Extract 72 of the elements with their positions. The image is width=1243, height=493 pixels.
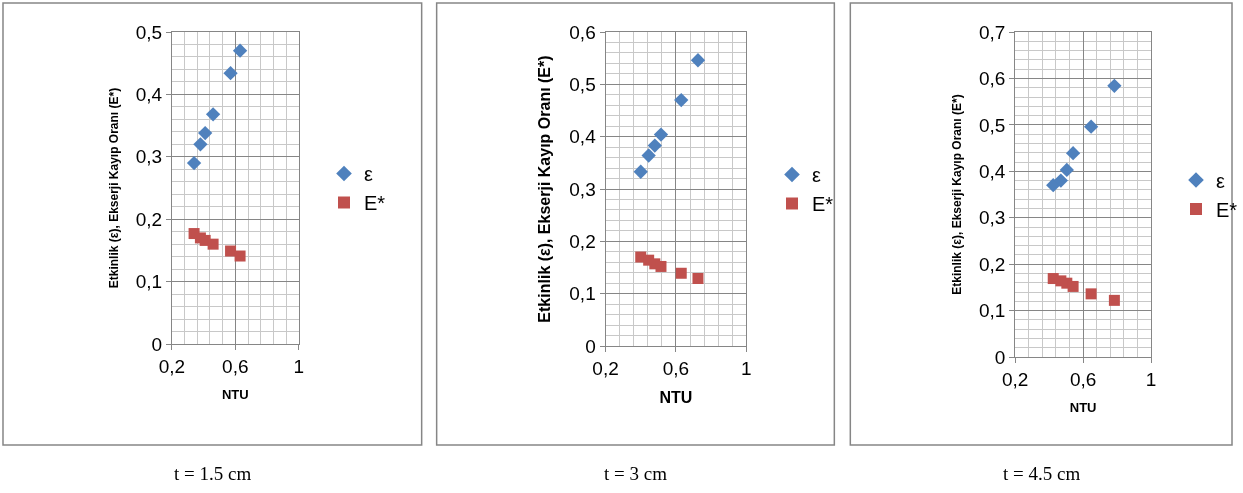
x-axis-title: NTU — [659, 389, 693, 407]
point — [653, 127, 669, 142]
text: t = 3 cm — [604, 463, 668, 484]
x-tick-label: 0,2 — [592, 357, 619, 379]
point — [633, 164, 648, 179]
y-tick-label: 0,6 — [978, 68, 1006, 90]
y-tick-label: 0,1 — [135, 271, 163, 293]
point — [232, 43, 248, 58]
point — [1059, 162, 1074, 178]
point — [225, 245, 237, 257]
x-axis-title: NTU — [1069, 400, 1097, 416]
point — [234, 250, 246, 262]
y-tick-label: 0,4 — [978, 160, 1006, 182]
y-tick-label: 0,2 — [569, 230, 596, 252]
point — [207, 238, 219, 250]
point — [641, 148, 656, 163]
legend-label: E* — [1216, 198, 1238, 221]
point — [647, 138, 662, 153]
x-tick-label: 0,6 — [222, 355, 249, 377]
y-tick-label: 0,3 — [135, 146, 163, 168]
point — [1053, 173, 1069, 188]
y-tick-label: 0,1 — [569, 283, 596, 305]
point — [675, 267, 687, 279]
y-tick-label: 0,2 — [135, 208, 163, 230]
text: t = 4.5 cm — [1003, 463, 1081, 484]
x-tick-label: 0,6 — [662, 357, 690, 379]
y-tick-label: 0,7 — [978, 21, 1006, 43]
y-tick-label: 0 — [585, 335, 596, 357]
legend-label: E* — [812, 193, 834, 216]
x-tick-label: 0,2 — [158, 355, 186, 377]
point — [690, 53, 706, 68]
y-tick-label: 0,4 — [569, 126, 597, 148]
point — [198, 125, 213, 141]
point — [193, 137, 208, 152]
y-axis-title: Etkinlik (ε), Ekserji Kayıp Oranı (E*) — [950, 94, 965, 295]
point — [1107, 78, 1122, 94]
y-tick-label: 0,5 — [135, 21, 163, 43]
x-tick-label: 1 — [1145, 368, 1157, 390]
y-tick-label: 0,4 — [135, 84, 163, 106]
point — [655, 260, 667, 272]
legend-label: ε — [812, 164, 821, 187]
point — [186, 155, 202, 171]
point — [1108, 294, 1120, 306]
y-tick-label: 0,5 — [978, 114, 1006, 136]
point — [1046, 178, 1061, 193]
legend-label: ε — [364, 163, 373, 186]
y-tick-label: 0,3 — [569, 178, 596, 200]
point — [205, 107, 221, 122]
point — [1067, 280, 1079, 292]
y-tick-label: 0 — [994, 346, 1006, 368]
y-axis-title: Etkinlik (ε), Ekserji Kayıp Oranı (E*) — [536, 55, 554, 323]
legend-label: ε — [1216, 169, 1225, 192]
y-tick-label: 0,2 — [978, 253, 1006, 275]
point — [1065, 146, 1081, 161]
text: t = 1.5 cm — [174, 463, 252, 484]
point — [223, 66, 238, 81]
point — [1085, 288, 1097, 300]
y-tick-label: 0,5 — [569, 73, 596, 95]
y-axis-title: Etkinlik (ε), Ekserji Kayıp Oranı (E*) — [106, 87, 121, 289]
x-tick-label: 0,6 — [1069, 368, 1097, 390]
x-axis-title: NTU — [221, 387, 249, 403]
x-tick-label: 0,2 — [1001, 368, 1029, 390]
x-tick-label: 1 — [741, 357, 752, 379]
y-tick-label: 0,3 — [978, 207, 1006, 229]
y-tick-label: 0,6 — [569, 21, 596, 43]
y-tick-label: 0 — [151, 333, 163, 355]
point — [1083, 119, 1099, 134]
x-tick-label: 1 — [293, 355, 305, 377]
legend-label: E* — [364, 192, 386, 215]
y-tick-label: 0,1 — [978, 300, 1006, 322]
point — [692, 272, 704, 284]
point — [674, 92, 689, 108]
